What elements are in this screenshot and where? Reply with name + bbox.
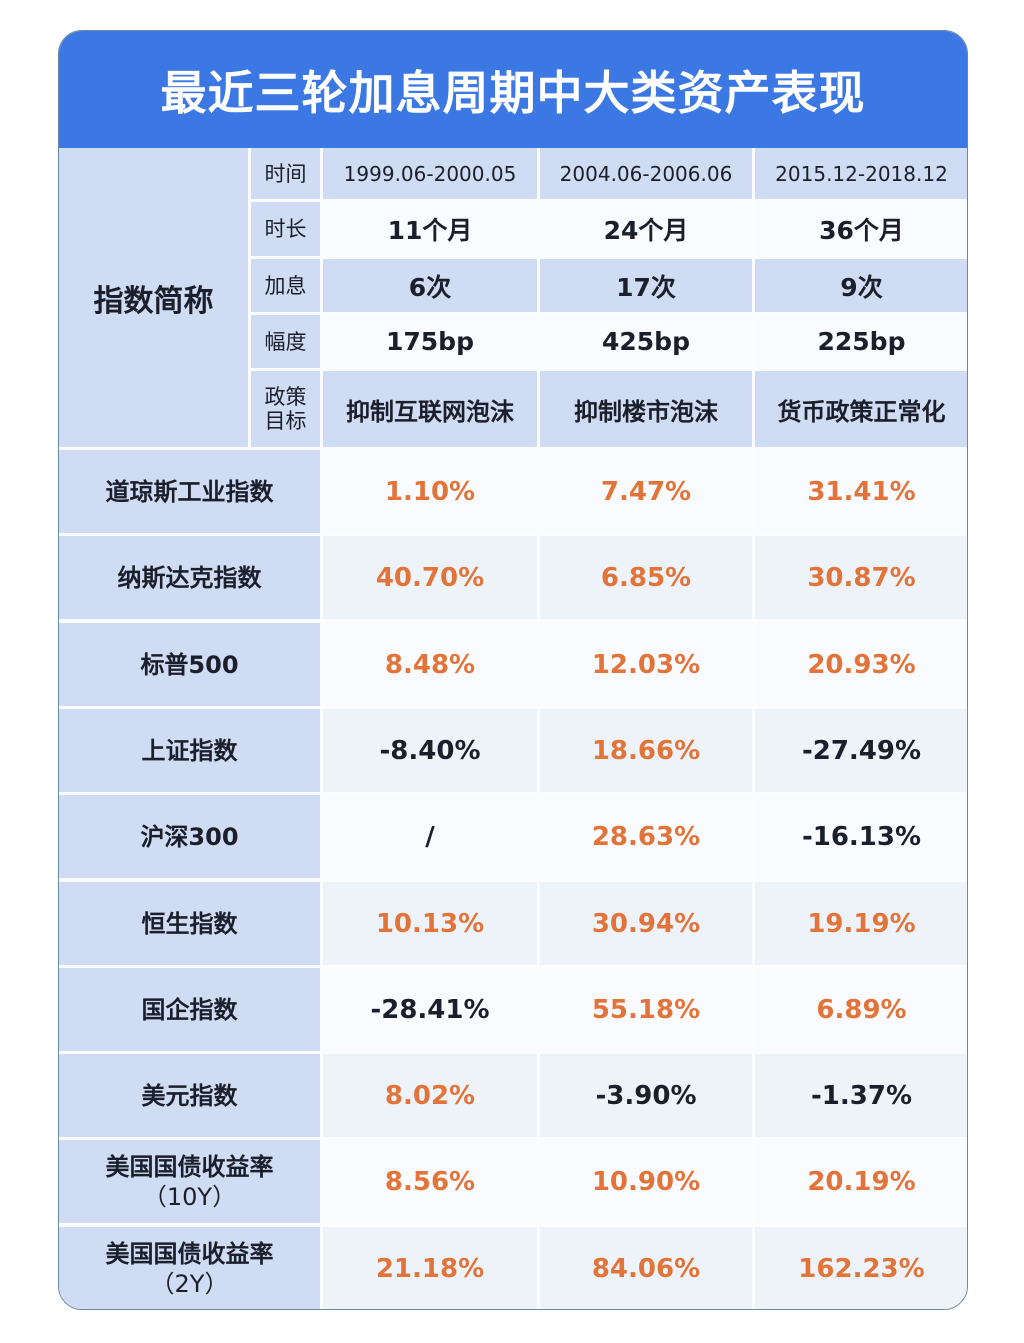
table-cell: -27.49% bbox=[755, 709, 967, 792]
period-2-magnitude: 425bp bbox=[540, 315, 752, 368]
row-label-text: 道琼斯工业指数 bbox=[105, 477, 274, 506]
page-title: 最近三轮加息周期中大类资产表现 bbox=[160, 65, 866, 120]
table-cell: 1.10% bbox=[323, 450, 537, 533]
table-cell: 8.02% bbox=[323, 1054, 537, 1137]
period-3-duration: 36个月 bbox=[755, 202, 967, 256]
row-label: 道琼斯工业指数 bbox=[59, 450, 320, 533]
period-1-goal: 抑制互联网泡沫 bbox=[323, 371, 537, 447]
table-cell: 84.06% bbox=[540, 1227, 752, 1309]
header-label-time: 时间 bbox=[251, 148, 320, 199]
table-cell: 19.19% bbox=[755, 882, 967, 965]
table-cell: 30.87% bbox=[755, 536, 967, 619]
table-cell: 162.23% bbox=[755, 1227, 967, 1309]
table-cell: 20.19% bbox=[755, 1140, 967, 1223]
table-cell: 18.66% bbox=[540, 709, 752, 792]
table-cell: -8.40% bbox=[323, 709, 537, 792]
row-label-text: 美元指数 bbox=[141, 1081, 238, 1110]
table-cell: 8.56% bbox=[323, 1140, 537, 1223]
row-label-text: 美国国债收益率 bbox=[105, 1239, 274, 1268]
table-cell: 21.18% bbox=[323, 1227, 537, 1309]
period-1-duration: 11个月 bbox=[323, 202, 537, 256]
period-3-hikes: 9次 bbox=[755, 259, 967, 312]
row-label: 上证指数 bbox=[59, 709, 320, 792]
table-cell: 12.03% bbox=[540, 623, 752, 706]
period-2-goal: 抑制楼市泡沫 bbox=[540, 371, 752, 447]
row-label-text: 纳斯达克指数 bbox=[117, 563, 262, 592]
table-cell: 31.41% bbox=[755, 450, 967, 533]
row-label-sub: （2Y） bbox=[150, 1269, 229, 1298]
period-2-hikes: 17次 bbox=[540, 259, 752, 312]
period-3-time: 2015.12-2018.12 bbox=[755, 148, 967, 199]
goal-label-line1: 政策 bbox=[264, 385, 307, 409]
table-cell: 10.13% bbox=[323, 882, 537, 965]
table-cell: 40.70% bbox=[323, 536, 537, 619]
table-cell: -28.41% bbox=[323, 968, 537, 1051]
period-2-duration: 24个月 bbox=[540, 202, 752, 256]
row-label-sub: （10Y） bbox=[142, 1182, 237, 1211]
header-label-duration: 时长 bbox=[251, 202, 320, 256]
period-1-hikes: 6次 bbox=[323, 259, 537, 312]
row-label-text: 标普500 bbox=[140, 650, 239, 679]
row-label-text: 美国国债收益率 bbox=[105, 1152, 274, 1181]
table-cell: 30.94% bbox=[540, 882, 752, 965]
table-cell: / bbox=[323, 795, 537, 878]
period-1-time: 1999.06-2000.05 bbox=[323, 148, 537, 199]
table-cell: 6.85% bbox=[540, 536, 752, 619]
row-label: 纳斯达克指数 bbox=[59, 536, 320, 619]
asset-performance-card: 最近三轮加息周期中大类资产表现 指数简称 时间 时长 加息 幅度 政策 目标 1… bbox=[58, 30, 968, 1310]
row-label: 美元指数 bbox=[59, 1054, 320, 1137]
row-label-text: 国企指数 bbox=[141, 995, 238, 1024]
table-cell: -3.90% bbox=[540, 1054, 752, 1137]
table-cell: -1.37% bbox=[755, 1054, 967, 1137]
row-label-text: 上证指数 bbox=[141, 736, 238, 765]
table-cell: 6.89% bbox=[755, 968, 967, 1051]
table-cell: -16.13% bbox=[755, 795, 967, 878]
row-label: 标普500 bbox=[59, 623, 320, 706]
table-cell: 10.90% bbox=[540, 1140, 752, 1223]
period-1-magnitude: 175bp bbox=[323, 315, 537, 368]
period-3-goal: 货币政策正常化 bbox=[755, 371, 967, 447]
table-cell: 55.18% bbox=[540, 968, 752, 1051]
table-cell: 7.47% bbox=[540, 450, 752, 533]
header-label-hikes: 加息 bbox=[251, 259, 320, 312]
row-label: 美国国债收益率 （2Y） bbox=[59, 1227, 320, 1309]
goal-label-line2: 目标 bbox=[264, 409, 307, 433]
row-label: 沪深300 bbox=[59, 795, 320, 878]
table-cell: 8.48% bbox=[323, 623, 537, 706]
row-label: 美国国债收益率 （10Y） bbox=[59, 1140, 320, 1223]
row-label-text: 恒生指数 bbox=[141, 909, 238, 938]
row-label: 国企指数 bbox=[59, 968, 320, 1051]
table-cell: 20.93% bbox=[755, 623, 967, 706]
row-label-text: 沪深300 bbox=[140, 822, 239, 851]
period-2-time: 2004.06-2006.06 bbox=[540, 148, 752, 199]
corner-label: 指数简称 bbox=[59, 148, 248, 447]
table-cell: 28.63% bbox=[540, 795, 752, 878]
header-label-goal: 政策 目标 bbox=[251, 371, 320, 447]
period-3-magnitude: 225bp bbox=[755, 315, 967, 368]
row-label: 恒生指数 bbox=[59, 882, 320, 965]
header-label-magnitude: 幅度 bbox=[251, 315, 320, 368]
title-bar: 最近三轮加息周期中大类资产表现 bbox=[59, 31, 967, 148]
